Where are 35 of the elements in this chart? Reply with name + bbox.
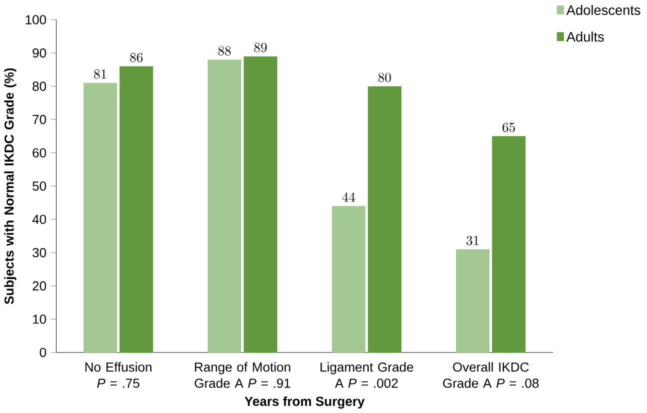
y-tick-label: 30 <box>32 248 46 258</box>
bar <box>332 206 366 353</box>
y-tick-label: 70 <box>32 115 46 124</box>
bar <box>368 86 402 353</box>
x-tick-label: No Effusion P = .75 <box>85 362 152 388</box>
y-tick-label: 60 <box>32 148 46 158</box>
data-label: 65 <box>502 122 515 132</box>
data-label: 86 <box>130 52 143 62</box>
y-tick-label: 40 <box>32 214 46 224</box>
legend-label: Adults <box>566 32 604 42</box>
y-tick-label: 90 <box>32 48 46 58</box>
x-tick-label: Range of Motion Grade A P = .91 <box>194 362 290 388</box>
bar <box>456 249 490 353</box>
legend-label: Adolescents <box>566 5 640 16</box>
bar <box>244 56 278 353</box>
x-tick-label: Ligament Grade A P = .002 <box>320 362 414 388</box>
data-label: 88 <box>218 46 231 56</box>
y-tick-label: 100 <box>26 15 46 24</box>
data-label: 81 <box>94 70 106 79</box>
y-axis-title: Subjects with Normal IKDC Grade (%) <box>4 68 16 304</box>
data-label: 89 <box>254 43 267 52</box>
data-label: 44 <box>342 192 356 202</box>
bar <box>492 136 526 353</box>
y-tick-label: 50 <box>32 182 46 191</box>
bar <box>208 60 242 353</box>
y-tick-label: 0 <box>40 348 46 358</box>
x-axis-title: Years from Surgery <box>244 396 365 409</box>
bar <box>84 83 118 353</box>
x-tick-label: Overall IKDC Grade A P = .08 <box>443 362 539 388</box>
y-tick-label: 10 <box>33 314 46 324</box>
data-label: 80 <box>378 72 391 82</box>
y-tick-label: 20 <box>32 281 46 291</box>
data-label: 31 <box>466 236 478 246</box>
bar <box>120 66 154 353</box>
y-tick-label: 80 <box>32 82 46 92</box>
